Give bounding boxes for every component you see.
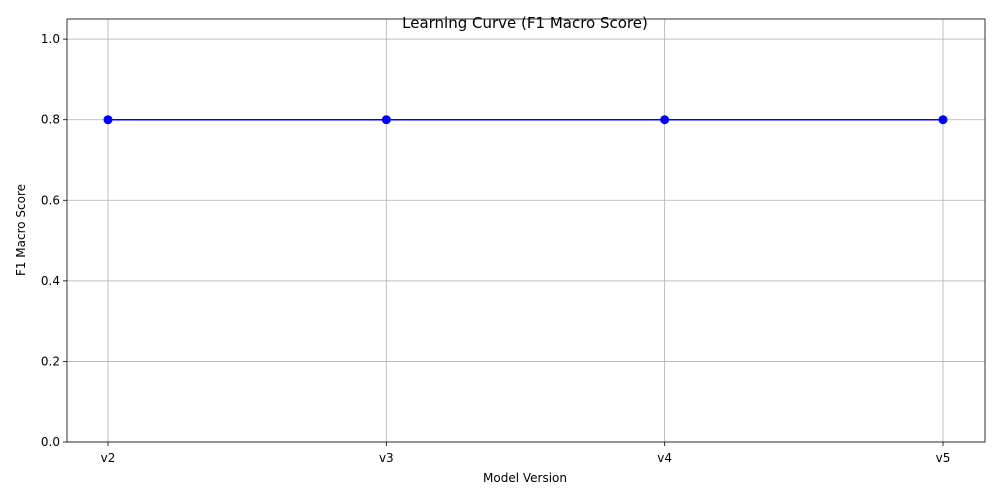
y-tick-label: 0.8 bbox=[41, 113, 60, 127]
x-axis-label: Model Version bbox=[483, 471, 567, 485]
data-point bbox=[660, 115, 670, 125]
plot-frame bbox=[66, 18, 986, 443]
x-tick-label: v5 bbox=[936, 451, 951, 465]
series-layer bbox=[103, 115, 948, 125]
y-tick-label: 0.0 bbox=[41, 435, 60, 449]
y-tick-label: 0.6 bbox=[41, 193, 60, 207]
y-tick-label: 0.2 bbox=[41, 354, 60, 368]
data-point bbox=[938, 115, 948, 125]
x-tick-label: v3 bbox=[379, 451, 394, 465]
grid bbox=[67, 19, 985, 443]
y-tick-label: 1.0 bbox=[41, 32, 60, 46]
x-tick-label: v2 bbox=[101, 451, 116, 465]
data-point bbox=[381, 115, 391, 125]
y-tick-label: 0.4 bbox=[41, 274, 60, 288]
x-axis: v2 v3 v4 v5 bbox=[101, 442, 951, 465]
data-point bbox=[103, 115, 113, 125]
y-axis: 0.0 0.2 0.4 0.6 0.8 1.0 bbox=[41, 32, 67, 449]
chart-title: Learning Curve (F1 Macro Score) bbox=[402, 14, 648, 32]
x-tick-label: v4 bbox=[657, 451, 672, 465]
y-axis-label: F1 Macro Score bbox=[14, 184, 28, 276]
